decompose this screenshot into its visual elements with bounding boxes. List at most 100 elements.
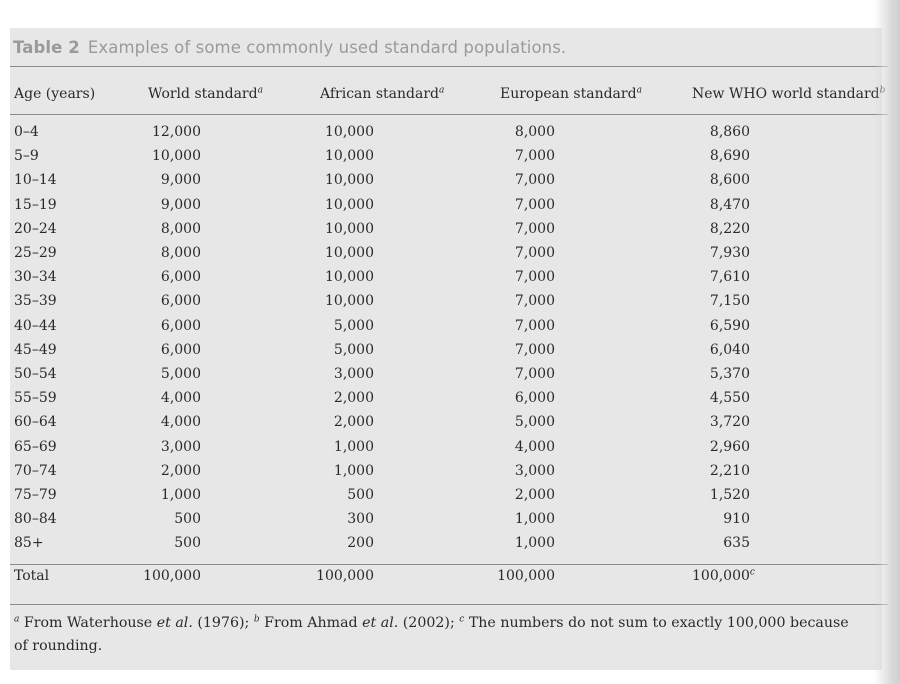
age-cell: 70–74 xyxy=(14,462,57,479)
african-standard-cell: 2,000 xyxy=(333,390,374,407)
world-standard-cell: 3,000 xyxy=(160,438,201,455)
table-row: 35–39 6,000 10,000 7,000 7,150 xyxy=(0,293,900,317)
european-standard-cell: 6,000 xyxy=(514,390,555,407)
table-row: 10–14 9,000 10,000 7,000 8,600 xyxy=(0,172,900,196)
age-cell: 85+ xyxy=(14,535,44,552)
age-cell: 35–39 xyxy=(14,293,57,310)
african-standard-cell: 10,000 xyxy=(325,269,374,286)
total-african-cell: 100,000 xyxy=(316,568,374,584)
european-standard-cell: 7,000 xyxy=(514,341,555,358)
european-standard-cell: 7,000 xyxy=(514,317,555,334)
european-standard-cell: 7,000 xyxy=(514,245,555,261)
african-standard-cell: 10,000 xyxy=(325,172,374,189)
who-standard-cell: 7,610 xyxy=(709,269,750,286)
table-caption: Examples of some commonly used standard … xyxy=(87,38,567,57)
age-cell: 0–4 xyxy=(14,124,39,140)
table-row: 15–19 9,000 10,000 7,000 8,470 xyxy=(0,197,900,221)
total-age-cell: Total xyxy=(14,568,50,584)
world-standard-cell: 6,000 xyxy=(160,293,201,310)
table-row: 30–34 6,000 10,000 7,000 7,610 xyxy=(0,269,900,293)
african-standard-cell: 10,000 xyxy=(325,220,374,237)
table-row: 50–54 5,000 3,000 7,000 5,370 xyxy=(0,366,900,390)
table-row: 40–44 6,000 5,000 7,000 6,590 xyxy=(0,318,900,342)
table-row: 85+ 500 200 1,000 635 xyxy=(0,535,900,559)
header-world-standard: World standarda xyxy=(148,85,263,102)
table-row: 70–74 2,000 1,000 3,000 2,210 xyxy=(0,463,900,487)
european-standard-cell: 2,000 xyxy=(514,487,555,503)
who-standard-cell: 8,600 xyxy=(709,172,750,189)
age-cell: 60–64 xyxy=(14,414,57,431)
european-standard-cell: 5,000 xyxy=(514,414,555,431)
african-standard-cell: 10,000 xyxy=(325,124,374,140)
african-standard-cell: 500 xyxy=(347,487,374,503)
european-standard-cell: 3,000 xyxy=(514,462,555,479)
age-cell: 45–49 xyxy=(14,341,57,358)
age-cell: 10–14 xyxy=(14,172,57,189)
who-standard-cell: 635 xyxy=(723,535,750,552)
african-standard-cell: 5,000 xyxy=(333,341,374,358)
who-standard-cell: 8,690 xyxy=(709,148,750,165)
african-standard-cell: 10,000 xyxy=(325,148,374,165)
total-european-cell: 100,000 xyxy=(497,568,555,584)
world-standard-cell: 12,000 xyxy=(152,124,201,140)
who-standard-cell: 5,370 xyxy=(709,366,750,382)
table-title: Table 2 Examples of some commonly used st… xyxy=(13,38,566,57)
header-age: Age (years) xyxy=(14,86,96,102)
who-standard-cell: 1,520 xyxy=(709,487,750,503)
african-standard-cell: 200 xyxy=(347,535,374,552)
european-standard-cell: 7,000 xyxy=(514,172,555,189)
african-standard-cell: 1,000 xyxy=(333,462,374,479)
age-cell: 55–59 xyxy=(14,390,57,407)
african-standard-cell: 10,000 xyxy=(325,196,374,213)
world-standard-cell: 9,000 xyxy=(160,196,201,213)
world-standard-cell: 6,000 xyxy=(160,317,201,334)
world-standard-cell: 6,000 xyxy=(160,341,201,358)
european-standard-cell: 4,000 xyxy=(514,438,555,455)
who-standard-cell: 910 xyxy=(723,511,750,528)
table-panel-background xyxy=(10,28,882,670)
page-edge-shadow xyxy=(874,0,900,684)
header-rule xyxy=(10,114,888,115)
table-footnote: a From Waterhouse et al. (1976); b From … xyxy=(14,614,849,654)
age-cell: 80–84 xyxy=(14,511,57,528)
who-standard-cell: 7,930 xyxy=(709,245,750,261)
african-standard-cell: 1,000 xyxy=(333,438,374,455)
table-row: 20–24 8,000 10,000 7,000 8,220 xyxy=(0,221,900,245)
world-standard-cell: 9,000 xyxy=(160,172,201,189)
age-cell: 40–44 xyxy=(14,317,57,334)
who-standard-cell: 3,720 xyxy=(709,414,750,431)
who-standard-cell: 2,210 xyxy=(709,462,750,479)
age-cell: 20–24 xyxy=(14,220,57,237)
african-standard-cell: 5,000 xyxy=(333,317,374,334)
world-standard-cell: 8,000 xyxy=(160,220,201,237)
world-standard-cell: 500 xyxy=(174,511,201,528)
world-standard-cell: 5,000 xyxy=(160,366,201,382)
age-cell: 25–29 xyxy=(14,245,57,261)
european-standard-cell: 7,000 xyxy=(514,220,555,237)
table-row: 5–9 10,000 10,000 7,000 8,690 xyxy=(0,148,900,172)
table-row: 55–59 4,000 2,000 6,000 4,550 xyxy=(0,390,900,414)
age-cell: 65–69 xyxy=(14,438,57,455)
world-standard-cell: 8,000 xyxy=(160,245,201,261)
african-standard-cell: 300 xyxy=(347,511,374,528)
european-standard-cell: 7,000 xyxy=(514,148,555,165)
table-total-row: Total 100,000 100,000 100,000 100,000c xyxy=(0,568,900,592)
world-standard-cell: 4,000 xyxy=(160,414,201,431)
header-african-standard: African standarda xyxy=(320,85,445,102)
who-standard-cell: 8,470 xyxy=(709,196,750,213)
age-cell: 5–9 xyxy=(14,148,39,165)
african-standard-cell: 10,000 xyxy=(325,245,374,261)
european-standard-cell: 7,000 xyxy=(514,269,555,286)
total-who-cell: 100,000c xyxy=(692,567,755,584)
age-cell: 75–79 xyxy=(14,487,57,503)
european-standard-cell: 1,000 xyxy=(514,535,555,552)
table-row: 45–49 6,000 5,000 7,000 6,040 xyxy=(0,342,900,366)
table-row: 0–4 12,000 10,000 8,000 8,860 xyxy=(0,124,900,148)
age-cell: 30–34 xyxy=(14,269,57,286)
total-world-cell: 100,000 xyxy=(143,568,201,584)
age-cell: 50–54 xyxy=(14,366,57,382)
who-standard-cell: 2,960 xyxy=(709,438,750,455)
world-standard-cell: 4,000 xyxy=(160,390,201,407)
header-new-who-world-standard: New WHO world standardb xyxy=(692,86,885,102)
